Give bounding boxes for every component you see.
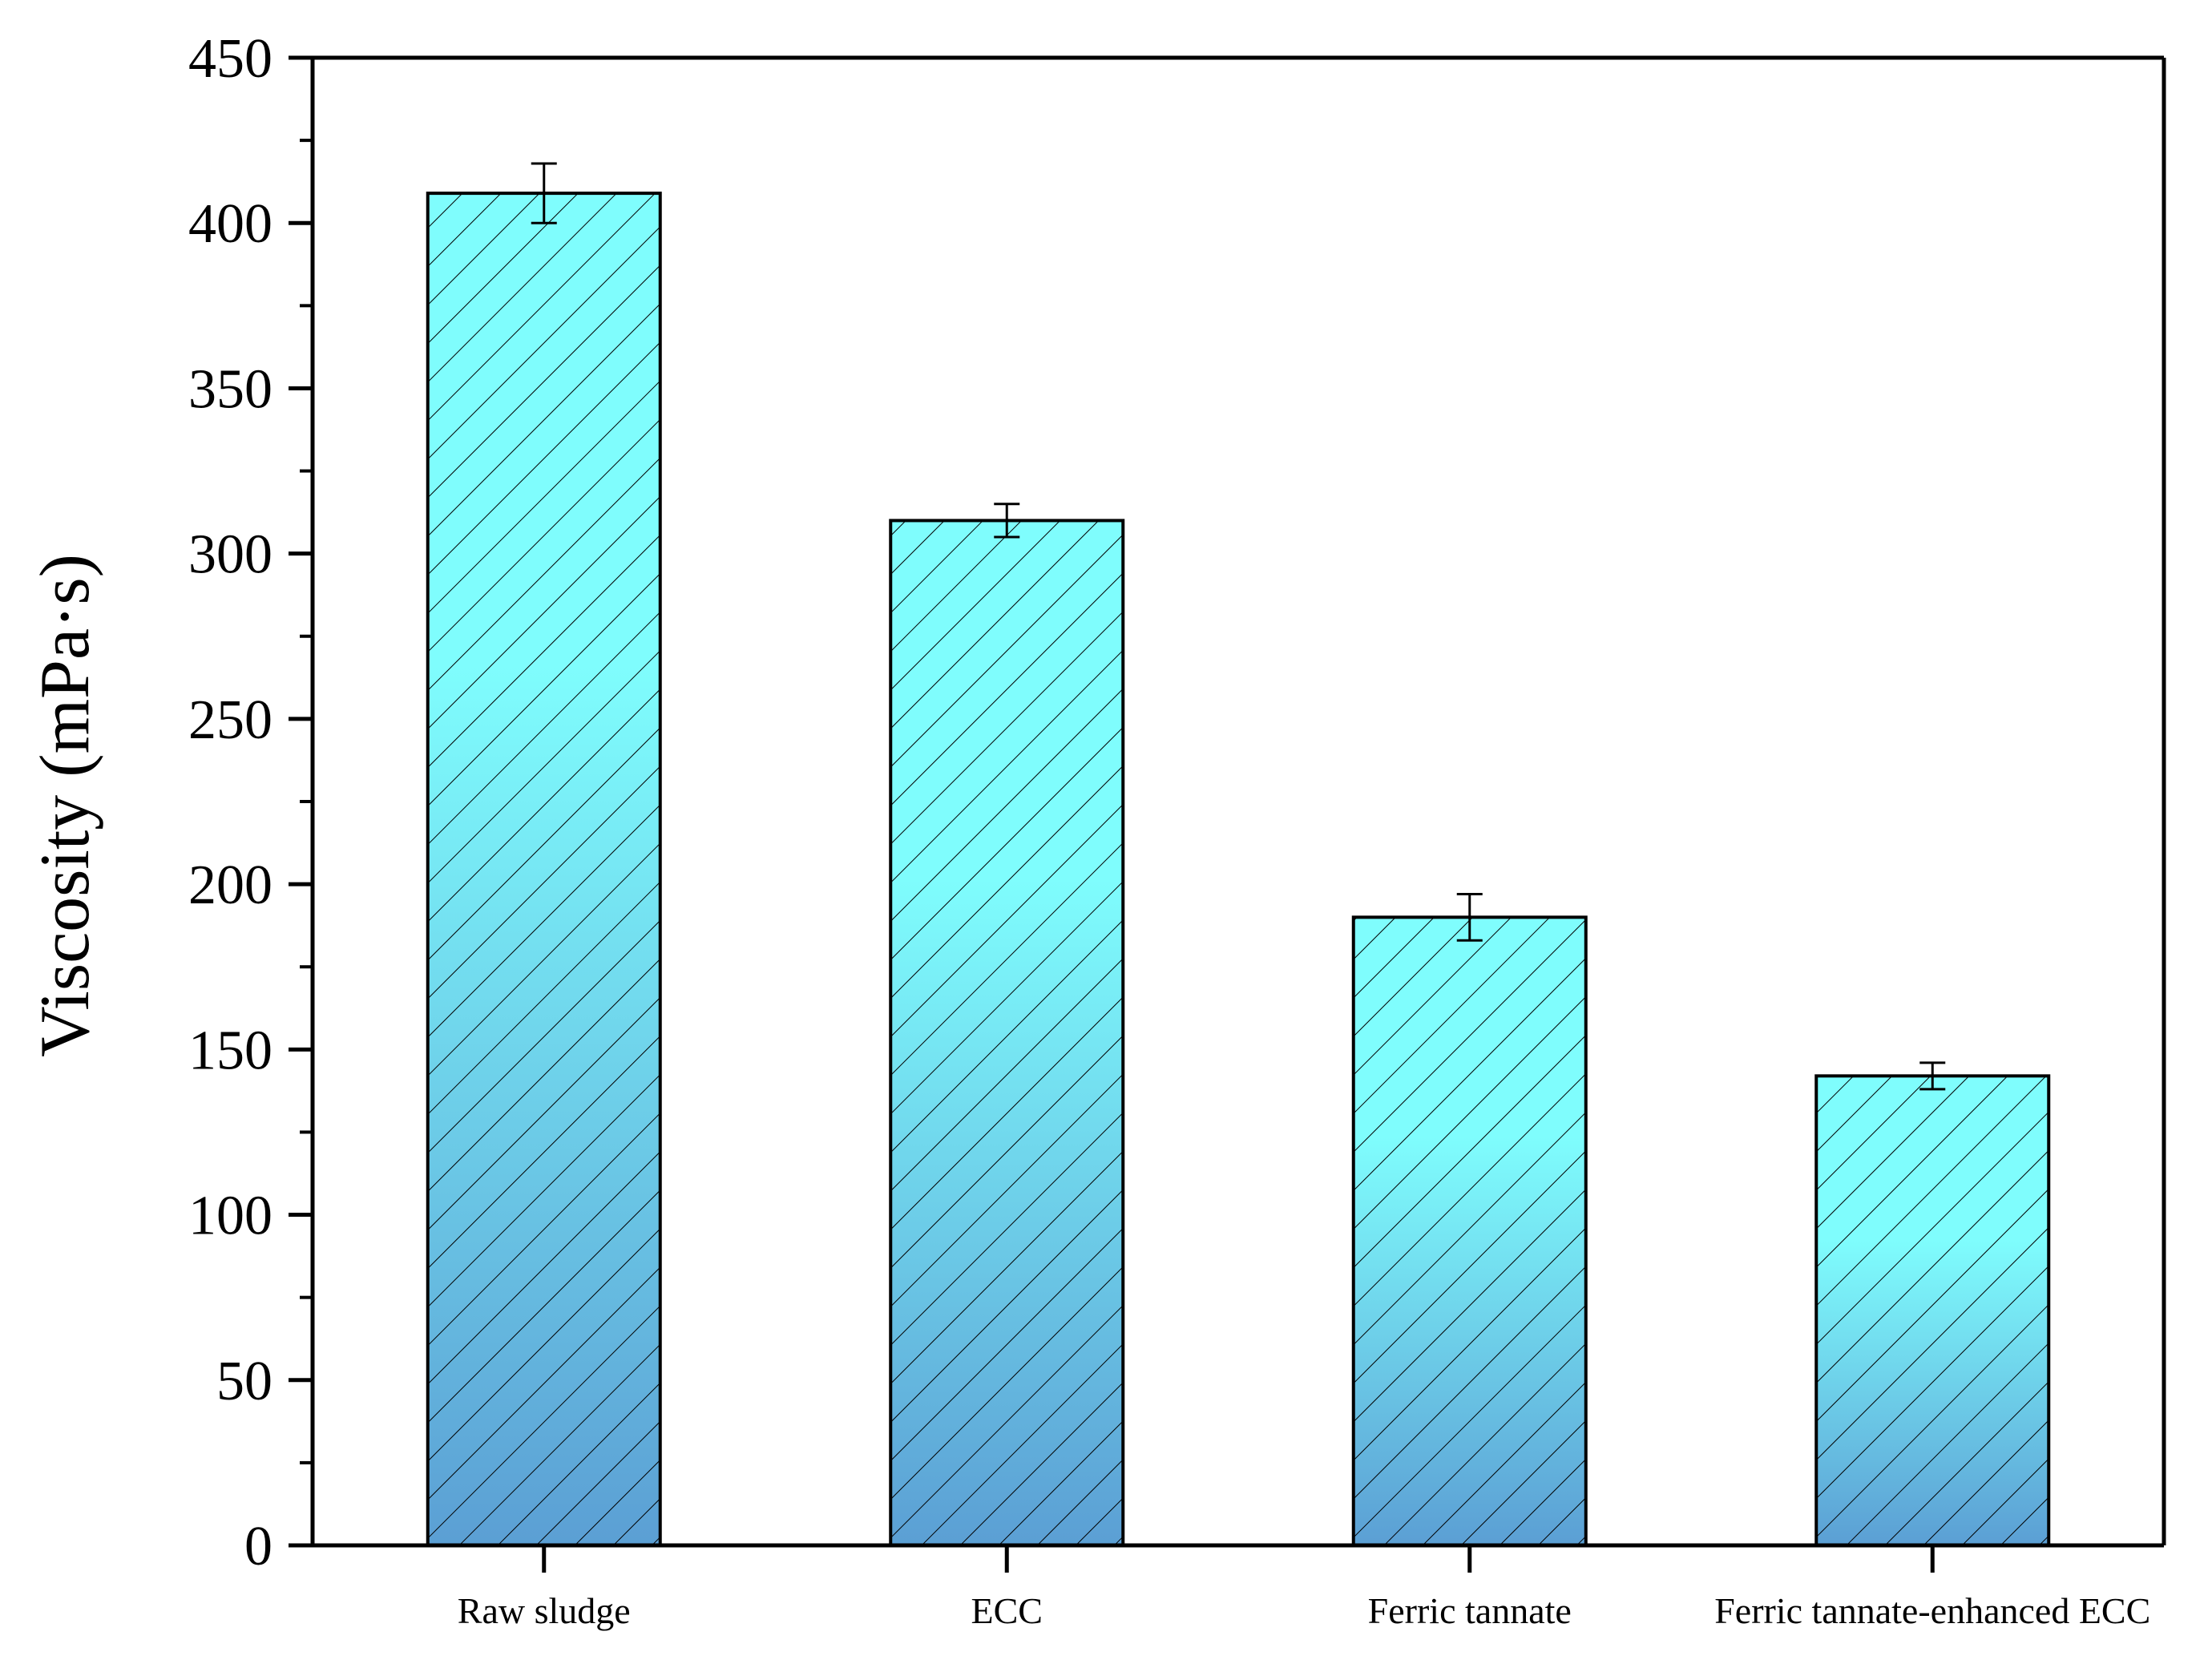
error-bars-layer [531, 162, 1946, 1091]
y-tick-label: 250 [188, 689, 272, 751]
y-axis-title: Viscosity (mPa·s) [26, 554, 104, 1057]
y-tick-label: 150 [188, 1020, 272, 1081]
x-tick-label: Ferric tannate [1368, 1590, 1572, 1631]
y-tick-label: 350 [188, 358, 272, 420]
y-tick-label: 50 [216, 1351, 272, 1412]
bar-hatch [1816, 1076, 2049, 1545]
x-ticks: Raw sludge ECC Ferric tannate Ferric tannat… [458, 1545, 2150, 1631]
x-tick-label: Ferric tannate-enhanced ECC [1714, 1590, 2150, 1631]
bar-3 [1814, 1074, 2051, 1547]
y-tick-label: 100 [188, 1185, 272, 1247]
y-tick-label: 400 [188, 193, 272, 255]
bar-hatch [427, 193, 660, 1546]
y-tick-label: 0 [244, 1516, 272, 1577]
bar-hatch [1353, 917, 1586, 1545]
bar-0 [426, 192, 662, 1548]
bar-2 [1351, 915, 1588, 1548]
x-tick-label: Raw sludge [458, 1590, 631, 1631]
error-bar-2 [1456, 892, 1483, 942]
error-bar-0 [531, 162, 557, 224]
bar-1 [889, 519, 1125, 1547]
y-tick-label: 450 [188, 28, 272, 90]
y-tick-label: 300 [188, 524, 272, 586]
bar-hatch [890, 520, 1124, 1545]
bars-layer [426, 192, 2051, 1548]
y-ticks: 0 50 100 150 200 250 300 350 400 450 [188, 28, 313, 1577]
error-bar-3 [1919, 1061, 1946, 1091]
error-bar-1 [994, 503, 1020, 539]
y-tick-label: 200 [188, 854, 272, 916]
x-tick-label: ECC [971, 1590, 1043, 1631]
